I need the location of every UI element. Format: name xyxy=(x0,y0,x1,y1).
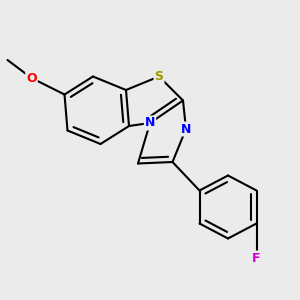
Text: N: N xyxy=(145,116,155,130)
Text: N: N xyxy=(181,122,191,136)
Text: O: O xyxy=(26,71,37,85)
Text: F: F xyxy=(252,251,261,265)
Text: S: S xyxy=(154,70,164,83)
